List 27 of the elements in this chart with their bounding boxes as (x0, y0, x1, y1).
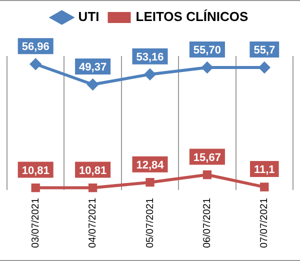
data-label: 15,67 (193, 152, 221, 164)
point (30, 58, 42, 70)
point (31, 183, 40, 192)
point (202, 170, 212, 180)
point (144, 68, 156, 80)
point (146, 178, 154, 187)
x-tick-label: 07/07/2021 (259, 198, 270, 248)
data-label: 12,84 (136, 159, 165, 172)
data-label: 55,7 (254, 44, 276, 57)
point (88, 183, 98, 192)
x-tick-label: 06/07/2021 (202, 198, 213, 248)
data-label: 49,37 (79, 62, 107, 74)
point (202, 62, 213, 74)
x-tick-label: 05/07/2021 (144, 198, 156, 248)
data-label: 55,70 (193, 44, 221, 57)
point (87, 78, 98, 90)
data-label: 53,16 (136, 51, 164, 64)
legend-label: LEITOS CLÍNICOS (136, 9, 249, 24)
x-tick-label: 03/07/2021 (30, 198, 42, 248)
point (260, 182, 269, 192)
point (258, 62, 270, 74)
data-label: 10,81 (22, 164, 50, 177)
data-label: 11,1 (254, 164, 275, 176)
data-label: 56,96 (22, 41, 50, 54)
data-label: 10,81 (79, 164, 107, 177)
x-tick-label: 04/07/2021 (88, 198, 99, 248)
legend-label: UTI (78, 9, 100, 24)
